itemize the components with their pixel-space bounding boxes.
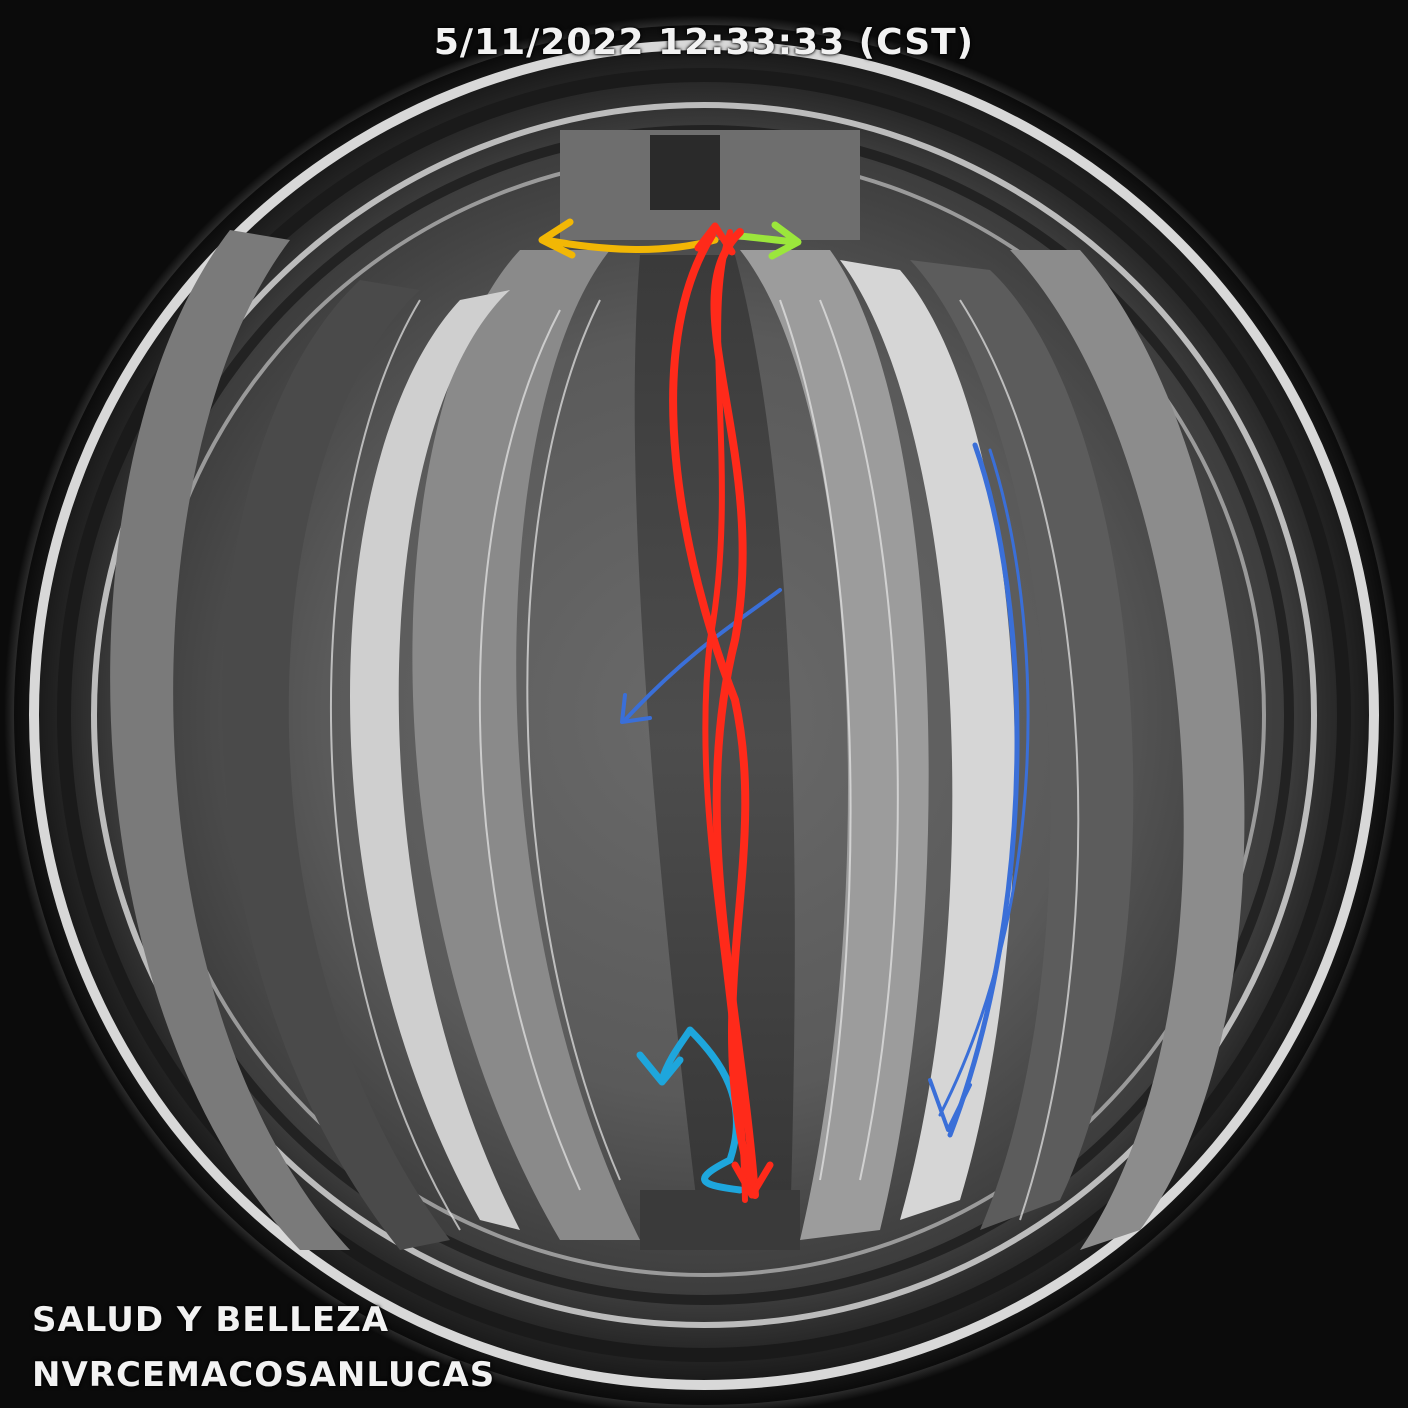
shelf-lines (329, 299, 1080, 1231)
path-annotations (538, 218, 1030, 1203)
aisle-floor (634, 255, 795, 1230)
timestamp-overlay: 5/11/2022 12:33:33 (CST) (433, 22, 975, 63)
yellow-arrow (541, 236, 719, 253)
green-arrow (736, 232, 799, 246)
near-end-display (640, 1190, 800, 1250)
zone-label: SALUD Y BELLEZA (32, 1300, 390, 1340)
left-shelving (110, 230, 640, 1250)
nvr-name-label: NVRCEMACOSANLUCAS (32, 1355, 496, 1395)
blue-path-right (947, 442, 1020, 1138)
right-shelving (740, 250, 1245, 1250)
red-path-3 (702, 229, 748, 1203)
